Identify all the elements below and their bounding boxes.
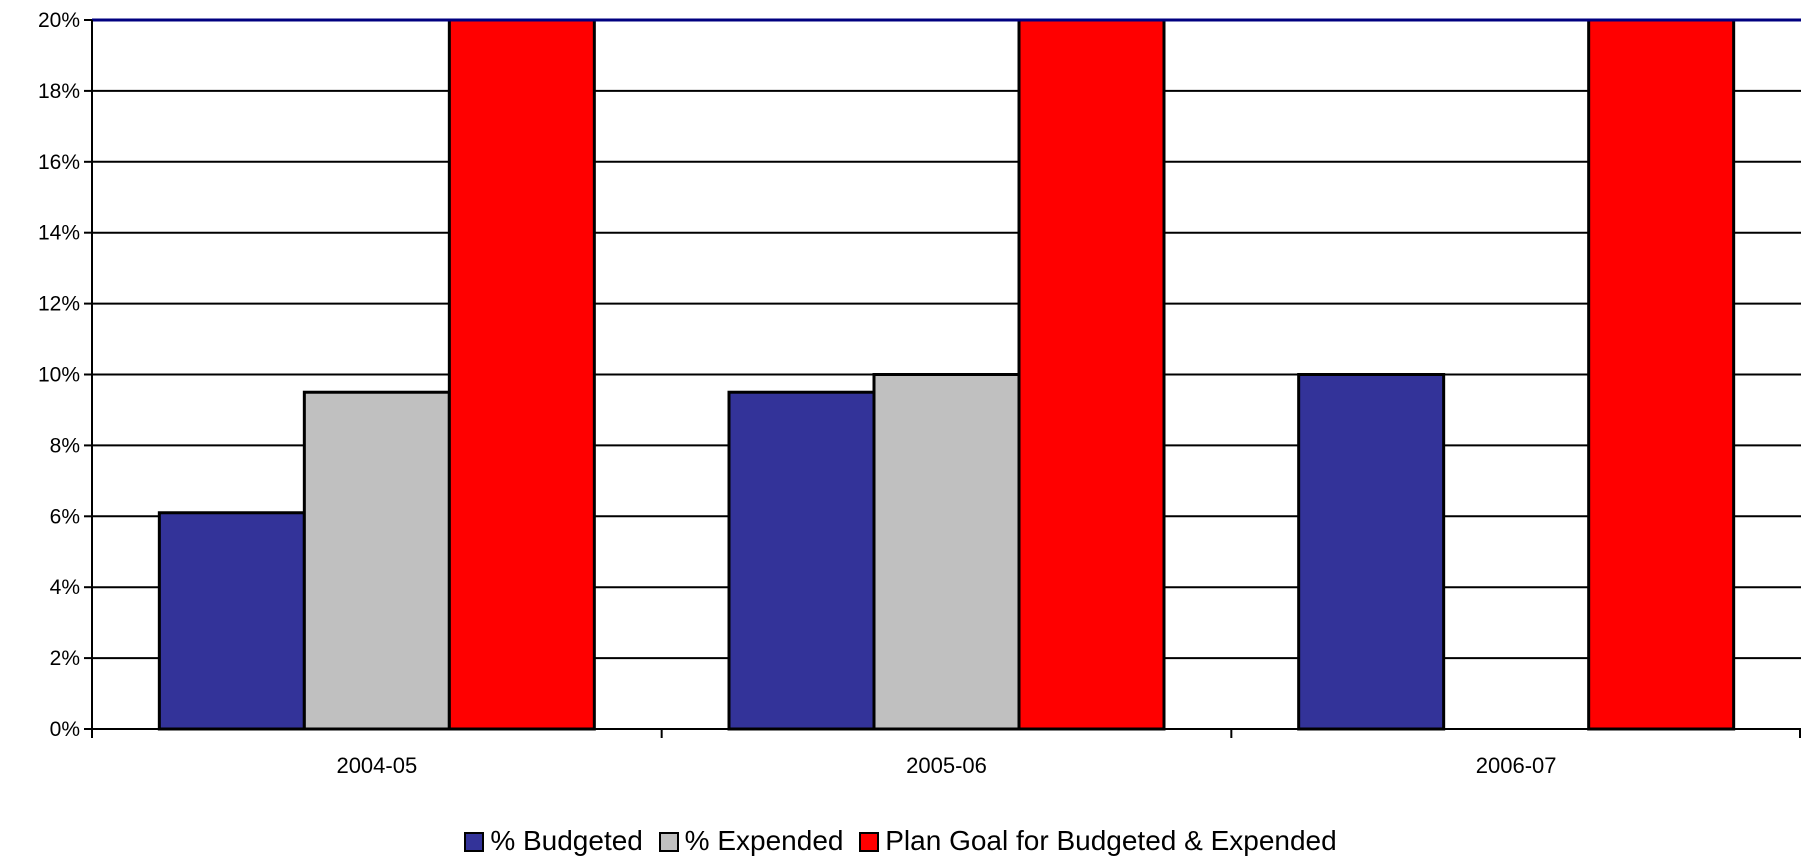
x-category-label: 2006-07 bbox=[1476, 753, 1557, 778]
axis-labels: 0% 2% 4% 6% 8% 10% 12% 14% 16% 18% 20% 2004-05 2005-… bbox=[38, 9, 1557, 778]
y-tick-label: 16% bbox=[38, 151, 80, 174]
bar bbox=[447, 18, 596, 731]
legend-label-plan-goal: Plan Goal for Budgeted & Expended bbox=[885, 825, 1337, 856]
bar bbox=[302, 390, 451, 731]
bar bbox=[872, 373, 1021, 731]
y-tick-label: 12% bbox=[38, 293, 80, 316]
bar-chart: 0% 2% 4% 6% 8% 10% 12% 14% 16% 18% 20% 2004-05 2005-… bbox=[38, 9, 1801, 778]
bar bbox=[1017, 18, 1166, 731]
y-tick-label: 0% bbox=[50, 718, 80, 741]
legend-item-budgeted: % Budgeted bbox=[464, 826, 643, 856]
bar bbox=[157, 511, 306, 731]
y-tick-label: 18% bbox=[38, 80, 80, 103]
legend-swatch-plan-goal bbox=[859, 832, 880, 852]
bar bbox=[1297, 373, 1446, 731]
bar bbox=[727, 390, 876, 731]
y-tick-label: 6% bbox=[50, 505, 80, 528]
x-category-label: 2004-05 bbox=[336, 753, 417, 778]
bar bbox=[1587, 18, 1736, 731]
legend-item-expended: % Expended bbox=[658, 825, 844, 856]
axes bbox=[84, 18, 1801, 738]
legend-label-expended: % Expended bbox=[684, 825, 844, 856]
y-tick-label: 2% bbox=[50, 647, 80, 670]
legend-item-plan-goal: Plan Goal for Budgeted & Expended bbox=[859, 825, 1337, 856]
y-tick-label: 14% bbox=[38, 222, 80, 245]
x-category-label: 2005-06 bbox=[906, 753, 987, 778]
y-tick-label: 8% bbox=[50, 434, 80, 457]
legend-swatch-expended bbox=[658, 832, 679, 852]
y-tick-label: 10% bbox=[38, 364, 80, 387]
legend: % Budgeted % Expended Plan Goal for Budg… bbox=[0, 826, 1801, 856]
legend-swatch-budgeted bbox=[464, 832, 485, 852]
y-tick-label: 20% bbox=[38, 9, 80, 32]
y-tick-label: 4% bbox=[50, 576, 80, 599]
legend-label-budgeted: % Budgeted bbox=[490, 825, 643, 856]
